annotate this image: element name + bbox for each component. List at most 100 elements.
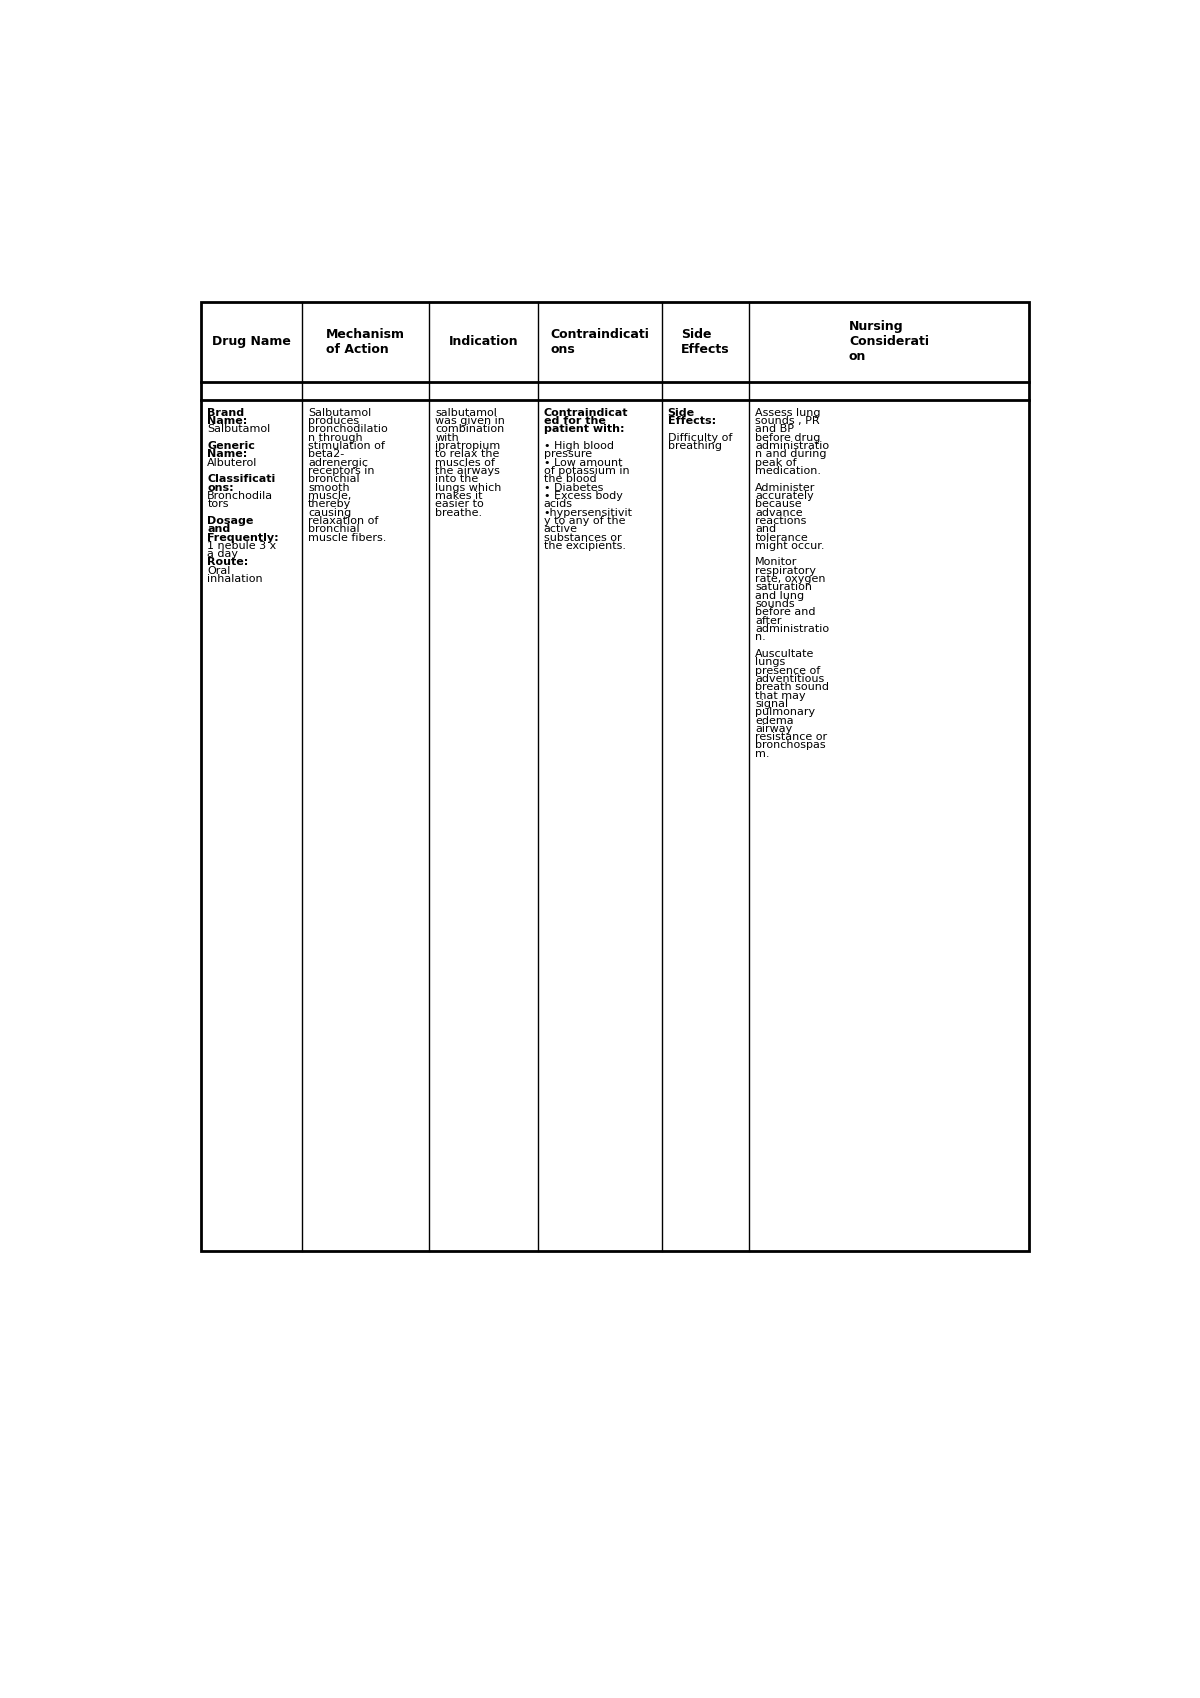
Text: of potassium in: of potassium in (544, 465, 629, 475)
Text: • Diabetes: • Diabetes (544, 482, 604, 492)
Text: advance: advance (755, 508, 803, 518)
Text: into the: into the (436, 474, 479, 484)
Text: breathe.: breathe. (436, 508, 482, 518)
Text: Mechanism
of Action: Mechanism of Action (326, 328, 404, 357)
Text: • High blood: • High blood (544, 441, 613, 452)
Text: bronchial: bronchial (308, 474, 360, 484)
Text: lungs: lungs (755, 657, 786, 667)
Text: receptors in: receptors in (308, 465, 374, 475)
Bar (202, 302, 1028, 1251)
Text: breath sound: breath sound (755, 683, 829, 693)
Text: ed for the: ed for the (544, 416, 606, 426)
Text: 1 nebule 3 x: 1 nebule 3 x (208, 542, 277, 550)
Text: administratio: administratio (755, 441, 829, 452)
Text: might occur.: might occur. (755, 542, 824, 550)
Text: inhalation: inhalation (208, 574, 263, 584)
Text: active: active (544, 525, 577, 535)
Text: •hypersensitivit: •hypersensitivit (544, 508, 632, 518)
Text: ipratropium: ipratropium (436, 441, 500, 452)
Text: Salbutamol: Salbutamol (308, 408, 371, 418)
Text: n through: n through (308, 433, 362, 443)
Text: ons:: ons: (208, 482, 234, 492)
Text: the excipients.: the excipients. (544, 542, 625, 550)
Text: edema: edema (755, 715, 794, 725)
Text: Contraindicati
ons: Contraindicati ons (550, 328, 649, 357)
Text: with: with (436, 433, 458, 443)
Text: lungs which: lungs which (436, 482, 502, 492)
Text: produces: produces (308, 416, 359, 426)
Text: respiratory: respiratory (755, 565, 816, 576)
Text: and lung: and lung (755, 591, 804, 601)
Text: after: after (755, 616, 781, 625)
Text: m.: m. (755, 749, 769, 759)
Text: resistance or: resistance or (755, 732, 828, 742)
Text: administratio: administratio (755, 625, 829, 633)
Text: peak of: peak of (755, 458, 797, 467)
Text: airway: airway (755, 723, 792, 734)
Text: the airways: the airways (436, 465, 500, 475)
Text: and BP: and BP (755, 424, 794, 435)
Text: presence of: presence of (755, 666, 821, 676)
Text: makes it: makes it (436, 491, 482, 501)
Text: sounds: sounds (755, 599, 794, 610)
Text: adventitious: adventitious (755, 674, 824, 684)
Text: Auscultate: Auscultate (755, 649, 815, 659)
Text: thereby: thereby (308, 499, 352, 509)
Text: Salbutamol: Salbutamol (208, 424, 271, 435)
Text: Generic: Generic (208, 441, 256, 452)
Text: bronchospas: bronchospas (755, 740, 826, 751)
Text: reactions: reactions (755, 516, 806, 526)
Text: sounds , PR: sounds , PR (755, 416, 820, 426)
Text: • Excess body: • Excess body (544, 491, 623, 501)
Text: was given in: was given in (436, 416, 505, 426)
Text: medication.: medication. (755, 465, 821, 475)
Text: signal: signal (755, 700, 788, 708)
Text: rate, oxygen: rate, oxygen (755, 574, 826, 584)
Text: bronchodilatio: bronchodilatio (308, 424, 388, 435)
Text: substances or: substances or (544, 533, 622, 543)
Text: Side
Effects: Side Effects (680, 328, 730, 357)
Text: patient with:: patient with: (544, 424, 624, 435)
Text: n and during: n and during (755, 450, 827, 460)
Text: acids: acids (544, 499, 572, 509)
Text: combination: combination (436, 424, 504, 435)
Text: Side: Side (667, 408, 695, 418)
Text: Albuterol: Albuterol (208, 458, 258, 467)
Text: tors: tors (208, 499, 229, 509)
Text: before drug: before drug (755, 433, 821, 443)
Text: adrenergic: adrenergic (308, 458, 368, 467)
Text: n.: n. (755, 632, 766, 642)
Text: Brand: Brand (208, 408, 245, 418)
Text: the blood: the blood (544, 474, 596, 484)
Text: muscle fibers.: muscle fibers. (308, 533, 386, 543)
Text: smooth: smooth (308, 482, 349, 492)
Text: causing: causing (308, 508, 352, 518)
Text: muscle,: muscle, (308, 491, 352, 501)
Text: Classificati: Classificati (208, 474, 276, 484)
Text: breathing: breathing (667, 441, 721, 452)
Text: Indication: Indication (449, 336, 518, 348)
Text: and: and (755, 525, 776, 535)
Text: accurately: accurately (755, 491, 814, 501)
Text: Dosage: Dosage (208, 516, 253, 526)
Text: relaxation of: relaxation of (308, 516, 378, 526)
Text: y to any of the: y to any of the (544, 516, 625, 526)
Text: and: and (208, 525, 230, 535)
Text: Monitor: Monitor (755, 557, 798, 567)
Text: pressure: pressure (544, 450, 592, 460)
Text: salbutamol: salbutamol (436, 408, 497, 418)
Text: Contraindicat: Contraindicat (544, 408, 629, 418)
Text: Route:: Route: (208, 557, 248, 567)
Text: a day: a day (208, 548, 239, 559)
Text: • Low amount: • Low amount (544, 458, 623, 467)
Text: because: because (755, 499, 802, 509)
Text: that may: that may (755, 691, 806, 701)
Text: Drug Name: Drug Name (212, 336, 290, 348)
Text: Oral: Oral (208, 565, 230, 576)
Text: Assess lung: Assess lung (755, 408, 821, 418)
Text: beta2-: beta2- (308, 450, 344, 460)
Text: Nursing
Considerati
on: Nursing Considerati on (848, 321, 929, 363)
Text: stimulation of: stimulation of (308, 441, 385, 452)
Text: to relax the: to relax the (436, 450, 499, 460)
Text: tolerance: tolerance (755, 533, 808, 543)
